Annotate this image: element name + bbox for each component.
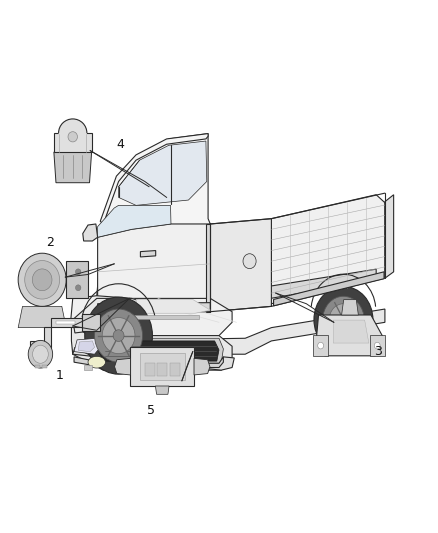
Polygon shape — [98, 205, 171, 237]
Polygon shape — [210, 219, 272, 312]
Polygon shape — [66, 261, 88, 298]
Polygon shape — [83, 224, 98, 241]
Text: 2: 2 — [46, 236, 54, 249]
Polygon shape — [42, 365, 46, 368]
Polygon shape — [385, 195, 394, 278]
Polygon shape — [78, 341, 95, 352]
Polygon shape — [206, 224, 210, 312]
Ellipse shape — [32, 269, 52, 290]
Ellipse shape — [113, 330, 124, 342]
Polygon shape — [54, 152, 92, 183]
Ellipse shape — [318, 342, 324, 349]
Polygon shape — [149, 348, 164, 352]
Polygon shape — [131, 348, 194, 386]
Ellipse shape — [75, 269, 81, 274]
Polygon shape — [99, 341, 219, 361]
Polygon shape — [30, 327, 51, 348]
Polygon shape — [274, 272, 384, 306]
Text: 3: 3 — [374, 345, 382, 358]
Ellipse shape — [18, 253, 66, 306]
Polygon shape — [73, 309, 385, 354]
Polygon shape — [56, 321, 75, 324]
Polygon shape — [110, 316, 199, 319]
Polygon shape — [73, 298, 147, 333]
Ellipse shape — [329, 304, 357, 336]
Polygon shape — [370, 335, 385, 356]
Polygon shape — [141, 251, 155, 257]
Polygon shape — [95, 338, 223, 364]
Polygon shape — [73, 348, 234, 370]
Polygon shape — [115, 358, 131, 375]
Polygon shape — [157, 362, 167, 376]
Ellipse shape — [95, 309, 143, 362]
Ellipse shape — [75, 285, 81, 290]
Polygon shape — [98, 224, 210, 301]
Text: 4: 4 — [117, 138, 124, 151]
Ellipse shape — [28, 341, 53, 368]
Polygon shape — [342, 300, 358, 315]
Ellipse shape — [102, 318, 135, 354]
Text: 5: 5 — [147, 403, 155, 416]
Ellipse shape — [374, 342, 380, 349]
Polygon shape — [74, 338, 99, 354]
Ellipse shape — [314, 286, 373, 353]
Ellipse shape — [323, 296, 364, 343]
Ellipse shape — [25, 261, 60, 299]
Polygon shape — [82, 314, 100, 331]
Ellipse shape — [59, 119, 87, 147]
Ellipse shape — [85, 297, 152, 374]
Ellipse shape — [243, 254, 256, 269]
Polygon shape — [194, 358, 210, 375]
Polygon shape — [98, 303, 210, 313]
Ellipse shape — [68, 132, 78, 142]
Polygon shape — [100, 134, 208, 224]
Polygon shape — [97, 134, 210, 312]
Polygon shape — [272, 195, 385, 304]
Polygon shape — [315, 304, 371, 328]
Polygon shape — [18, 306, 66, 328]
Text: 1: 1 — [55, 369, 63, 382]
Polygon shape — [316, 315, 384, 356]
Polygon shape — [54, 133, 92, 152]
Polygon shape — [51, 318, 82, 327]
Ellipse shape — [339, 314, 348, 325]
Polygon shape — [170, 362, 180, 376]
Polygon shape — [210, 269, 376, 309]
Polygon shape — [74, 357, 223, 368]
Polygon shape — [71, 322, 232, 370]
Polygon shape — [71, 296, 232, 336]
Polygon shape — [140, 353, 185, 381]
Polygon shape — [84, 365, 92, 370]
Polygon shape — [35, 365, 39, 368]
Polygon shape — [119, 141, 207, 205]
Polygon shape — [145, 362, 155, 376]
Ellipse shape — [88, 357, 106, 368]
Polygon shape — [333, 320, 369, 343]
Ellipse shape — [32, 345, 48, 364]
Polygon shape — [313, 335, 328, 356]
Polygon shape — [136, 300, 210, 313]
Polygon shape — [155, 386, 169, 394]
